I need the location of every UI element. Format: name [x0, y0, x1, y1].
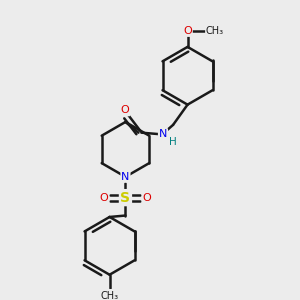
Text: CH₃: CH₃ — [206, 26, 224, 36]
Text: S: S — [121, 190, 130, 205]
Text: N: N — [121, 172, 130, 182]
Text: O: O — [183, 26, 192, 36]
Text: N: N — [159, 129, 167, 139]
Text: O: O — [121, 105, 129, 116]
Text: H: H — [169, 137, 177, 147]
Text: O: O — [142, 193, 151, 202]
Text: CH₃: CH₃ — [100, 290, 118, 300]
Text: O: O — [100, 193, 109, 202]
